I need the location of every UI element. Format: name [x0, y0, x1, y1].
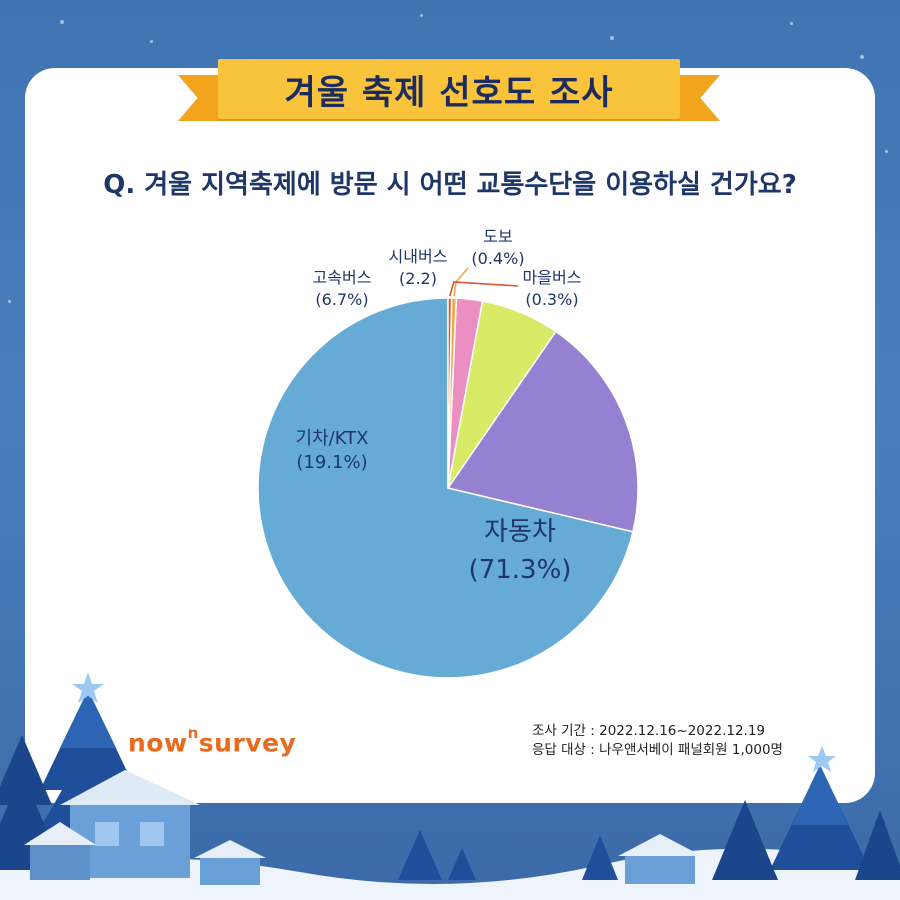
- survey-period: 조사 기간 : 2022.12.16~2022.12.19: [532, 723, 766, 739]
- page-title: 겨울 축제 선호도 조사: [284, 72, 614, 113]
- leader-line-5: [449, 281, 519, 297]
- slice-label-name-1: 기차/KTX: [296, 428, 369, 449]
- logo-text-n: n: [187, 724, 199, 742]
- slice-label-name-0: 자동차: [484, 517, 556, 547]
- slice-label-name-4: 도보: [483, 227, 512, 246]
- slice-label-name-2: 고속버스: [313, 268, 372, 287]
- snow-dot: [8, 300, 11, 303]
- slice-label-name-3: 시내버스: [389, 247, 448, 266]
- snow-dot: [60, 20, 64, 24]
- snow-dot: [610, 36, 614, 40]
- logo-text-now: now: [128, 728, 188, 758]
- pie-slice-5: [447, 297, 453, 489]
- survey-target: 응답 대상 : 나우앤서베이 패널회원 1,000명: [532, 742, 783, 758]
- snow-dot: [860, 55, 864, 59]
- snow-dot: [885, 150, 888, 153]
- slice-label-value-4: (0.4%): [471, 249, 524, 268]
- logo-text-survey: survey: [198, 728, 297, 758]
- slice-label-value-0: (71.3%): [469, 555, 572, 585]
- snow-dot: [790, 22, 793, 25]
- snow-dot: [150, 40, 153, 43]
- slice-label-value-1: (19.1%): [296, 452, 367, 473]
- slice-label-value-2: (6.7%): [315, 290, 368, 309]
- pie-slice-1: [446, 330, 639, 533]
- nownsurvey-logo: nownsurvey: [128, 724, 297, 758]
- survey-info: 조사 기간 : 2022.12.16~2022.12.19 응답 대상 : 나우…: [532, 722, 783, 760]
- slice-label-name-5: 마을버스: [523, 268, 582, 287]
- slice-label-value-3: (2.2): [399, 269, 437, 288]
- survey-question: Q. 겨울 지역축제에 방문 시 어떤 교통수단을 이용하실 건가요?: [103, 170, 797, 200]
- title-banner: 겨울 축제 선호도 조사: [178, 53, 720, 133]
- snow-dot: [420, 14, 423, 17]
- slice-label-value-5: (0.3%): [525, 290, 578, 309]
- banner-body: 겨울 축제 선호도 조사: [218, 59, 680, 119]
- pie-slice-0: [257, 297, 634, 679]
